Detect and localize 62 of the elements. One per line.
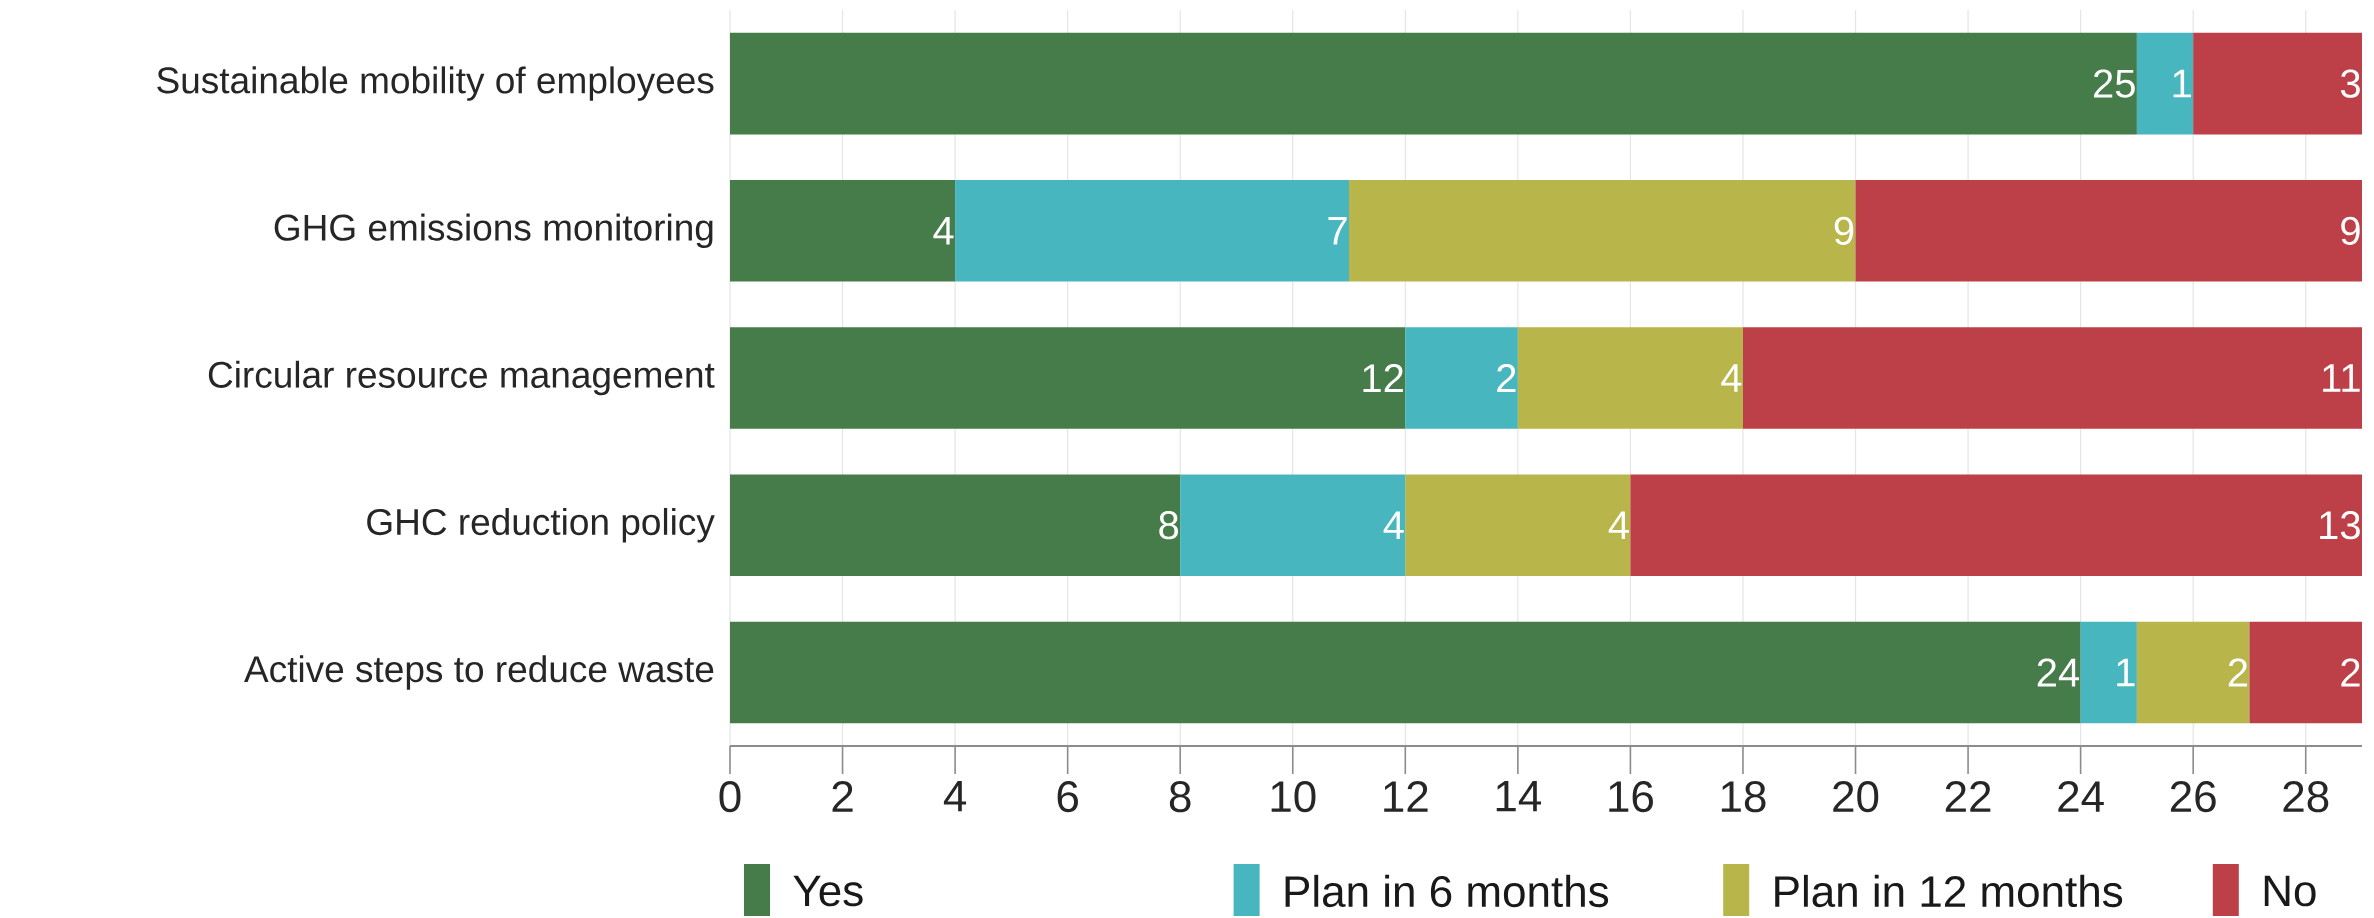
data-label: 25 bbox=[2094, 69, 2135, 98]
x-tick-label: 26 bbox=[2170, 781, 2216, 813]
y-tick-label: GHC reduction policy bbox=[367, 507, 715, 543]
legend-label: Plan in 6 months bbox=[1285, 874, 1609, 908]
data-label: 2 bbox=[1497, 364, 1516, 392]
bar bbox=[955, 180, 1350, 282]
bar bbox=[2249, 621, 2362, 724]
bar bbox=[730, 474, 1181, 576]
data-label: 4 bbox=[1383, 511, 1404, 539]
data-label: 24 bbox=[2037, 658, 2080, 687]
legend-label: Yes bbox=[793, 875, 863, 907]
data-label: 11 bbox=[2323, 364, 2360, 392]
data-label: 4 bbox=[1608, 511, 1629, 539]
data-label: 4 bbox=[1721, 364, 1742, 392]
bar bbox=[1517, 327, 1743, 429]
y-tick-label: Circular resource management bbox=[208, 360, 715, 396]
bar bbox=[730, 180, 956, 282]
data-label: 2 bbox=[2228, 658, 2248, 687]
x-tick-label: 20 bbox=[1833, 781, 1879, 813]
x-tick-label: 10 bbox=[1271, 781, 1316, 813]
x-tick-label: 16 bbox=[1609, 781, 1653, 813]
x-tick-label: 24 bbox=[2058, 781, 2104, 812]
data-label: 12 bbox=[1363, 364, 1403, 392]
bar bbox=[730, 32, 2137, 135]
x-tick-label: 0 bbox=[719, 781, 741, 813]
bar bbox=[2136, 621, 2250, 724]
bar bbox=[1742, 327, 2362, 429]
bar bbox=[2080, 621, 2137, 724]
x-tick-label: 22 bbox=[1945, 781, 1991, 812]
x-tick-label: 18 bbox=[1721, 781, 1766, 813]
bar bbox=[1349, 180, 1856, 282]
bar bbox=[1855, 180, 2362, 282]
bar bbox=[1630, 474, 2362, 576]
bar bbox=[1180, 474, 1406, 576]
data-label: 3 bbox=[2340, 69, 2360, 98]
bar bbox=[730, 327, 1406, 429]
data-label: 4 bbox=[933, 217, 954, 245]
y-tick-label: Sustainable mobility of employees bbox=[157, 66, 714, 101]
bar bbox=[2193, 32, 2362, 135]
bar bbox=[730, 621, 2081, 724]
data-label: 9 bbox=[2341, 216, 2360, 245]
bar bbox=[2136, 32, 2194, 135]
data-label: 1 bbox=[2117, 658, 2135, 687]
y-tick-label: Active steps to reduce waste bbox=[244, 655, 714, 690]
x-tick-label: 14 bbox=[1496, 781, 1542, 812]
x-tick-label: 6 bbox=[1057, 781, 1078, 813]
data-label: 1 bbox=[2173, 69, 2191, 98]
x-tick-label: 8 bbox=[1169, 781, 1191, 813]
bar bbox=[1405, 327, 1518, 429]
y-tick-label: GHG emissions monitoring bbox=[274, 213, 713, 249]
data-label: 7 bbox=[1328, 217, 1347, 245]
legend-label: No bbox=[2264, 875, 2316, 907]
x-tick-label: 28 bbox=[2283, 781, 2329, 813]
bar bbox=[1405, 474, 1631, 576]
data-label: 13 bbox=[2320, 511, 2360, 540]
x-tick-label: 12 bbox=[1384, 781, 1428, 812]
legend-label: Plan in 12 months bbox=[1775, 874, 2123, 908]
x-tick-label: 2 bbox=[832, 781, 853, 812]
data-label: 8 bbox=[1159, 511, 1179, 540]
x-tick-label: 4 bbox=[943, 781, 967, 812]
data-label: 2 bbox=[2341, 658, 2360, 687]
data-label: 9 bbox=[1834, 216, 1854, 245]
